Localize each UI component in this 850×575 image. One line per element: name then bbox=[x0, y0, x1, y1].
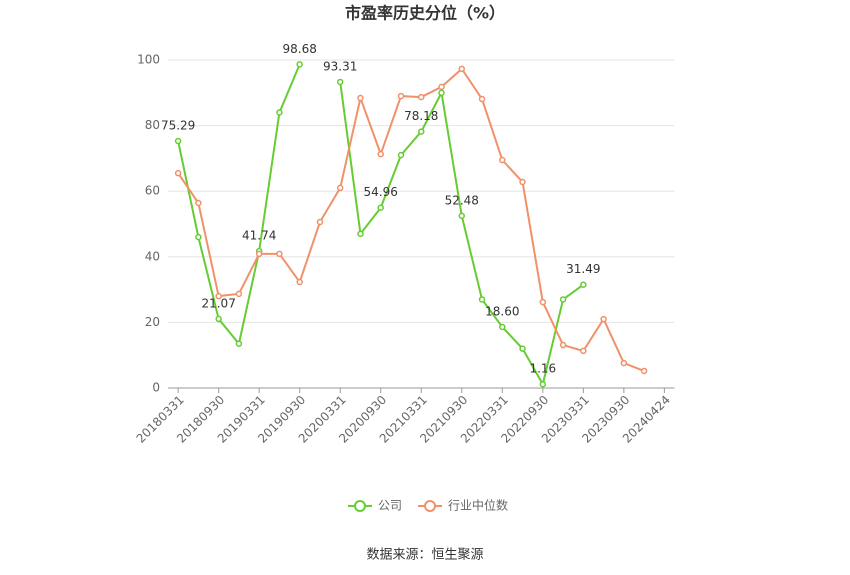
data-point bbox=[418, 128, 425, 135]
data-point bbox=[357, 94, 364, 102]
data-point bbox=[336, 78, 344, 86]
data-label: 31.49 bbox=[566, 262, 600, 276]
legend-item: 公司 bbox=[348, 499, 402, 513]
data-label: 41.74 bbox=[242, 229, 276, 243]
data-point bbox=[620, 359, 628, 367]
chart-title: 市盈率历史分位（%） bbox=[345, 4, 505, 23]
data-label: 75.29 bbox=[161, 119, 195, 133]
y-tick-label: 60 bbox=[145, 184, 160, 198]
data-point bbox=[195, 233, 202, 241]
legend-item: 行业中位数 bbox=[418, 498, 508, 513]
data-point bbox=[174, 169, 182, 177]
legend-marker bbox=[354, 500, 366, 512]
data-point bbox=[397, 151, 405, 159]
data-point bbox=[499, 156, 506, 164]
data-point bbox=[539, 298, 547, 306]
data-point bbox=[640, 367, 648, 375]
data-label: 78.18 bbox=[404, 109, 438, 123]
data-point bbox=[559, 341, 567, 349]
data-point bbox=[418, 93, 425, 101]
data-point bbox=[519, 178, 526, 186]
data-point bbox=[336, 184, 344, 192]
data-point bbox=[276, 250, 283, 258]
data-point bbox=[458, 212, 466, 220]
y-tick-label: 20 bbox=[145, 315, 160, 329]
data-label: 98.68 bbox=[283, 42, 317, 56]
data-point bbox=[559, 296, 567, 303]
data-point bbox=[397, 92, 405, 100]
data-point bbox=[215, 292, 222, 300]
data-label: 1.16 bbox=[529, 362, 556, 376]
data-point bbox=[600, 315, 607, 323]
data-point bbox=[580, 347, 587, 355]
data-point bbox=[478, 296, 486, 303]
data-point bbox=[539, 380, 547, 388]
data-point bbox=[195, 199, 202, 207]
y-tick-label: 100 bbox=[137, 53, 160, 67]
data-point bbox=[458, 65, 466, 73]
data-point bbox=[580, 281, 587, 288]
data-point bbox=[377, 150, 384, 158]
data-point bbox=[357, 230, 364, 238]
data-point bbox=[377, 204, 384, 211]
y-tick-label: 0 bbox=[152, 381, 160, 395]
data-point bbox=[478, 95, 486, 103]
data-point bbox=[316, 218, 324, 226]
data-point bbox=[296, 278, 303, 286]
legend-label: 公司 bbox=[378, 499, 402, 513]
data-point bbox=[519, 345, 526, 352]
data-label: 21.07 bbox=[201, 296, 235, 310]
data-label: 93.31 bbox=[323, 59, 357, 73]
data-point bbox=[438, 89, 445, 97]
legend-marker bbox=[424, 500, 437, 512]
data-point bbox=[296, 61, 303, 68]
data-label: 18.60 bbox=[485, 304, 519, 318]
y-tick-label: 80 bbox=[145, 118, 160, 132]
legend-label: 行业中位数 bbox=[448, 498, 508, 513]
data-point bbox=[215, 315, 222, 323]
data-label: 54.96 bbox=[364, 185, 398, 199]
data-point bbox=[438, 83, 445, 91]
data-point bbox=[499, 323, 506, 331]
series-line bbox=[177, 67, 645, 372]
data-point bbox=[235, 340, 243, 347]
data-point bbox=[174, 137, 182, 145]
data-label: 52.48 bbox=[445, 193, 479, 207]
source: 数据来源：恒生聚源 bbox=[366, 548, 483, 563]
data-point bbox=[235, 290, 243, 298]
data-point bbox=[255, 250, 263, 258]
series-line bbox=[177, 63, 584, 387]
data-point bbox=[276, 109, 283, 116]
y-tick-label: 40 bbox=[145, 249, 160, 263]
